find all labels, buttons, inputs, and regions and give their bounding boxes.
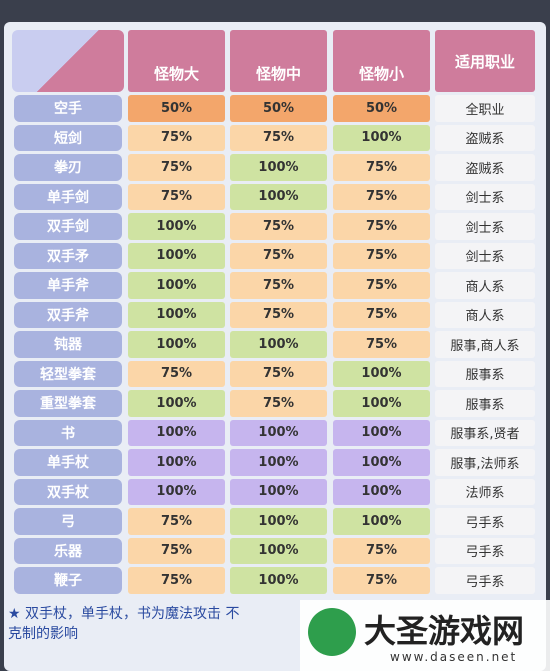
damage-cell: 75% [128, 537, 225, 564]
damage-cell: 100% [128, 213, 225, 240]
damage-cell: 75% [230, 242, 327, 269]
column-header: 适用职业 [435, 30, 535, 92]
damage-cell: 100% [128, 390, 225, 417]
damage-cell: 100% [333, 419, 430, 446]
class-cell: 服事,法师系 [435, 449, 535, 476]
class-cell: 弓手系 [435, 537, 535, 564]
damage-cell: 100% [128, 331, 225, 358]
damage-cell: 75% [230, 124, 327, 151]
class-cell: 弓手系 [435, 567, 535, 594]
class-cell: 服事系 [435, 360, 535, 387]
weapon-name: 轻型拳套 [14, 360, 122, 387]
corner-icon [12, 30, 124, 92]
class-cell: 商人系 [435, 301, 535, 328]
damage-cell: 75% [230, 301, 327, 328]
class-cell: 剑士系 [435, 213, 535, 240]
weapon-name: 书 [14, 419, 122, 446]
weapon-name: 短剑 [14, 124, 122, 151]
damage-cell: 75% [128, 360, 225, 387]
damage-cell: 100% [128, 272, 225, 299]
class-cell: 剑士系 [435, 183, 535, 210]
damage-cell: 75% [230, 390, 327, 417]
footer-note: ★ 双手杖，单手杖，书为魔法攻击 不 克制的影响 [8, 604, 308, 644]
class-cell: 服事系,贤者 [435, 419, 535, 446]
weapon-name: 双手剑 [14, 213, 122, 240]
damage-cell: 75% [230, 360, 327, 387]
watermark: 大圣游戏网 www.daseen.net [300, 600, 550, 671]
damage-cell: 75% [128, 154, 225, 181]
weapon-name: 弓 [14, 508, 122, 535]
watermark-logo [308, 608, 356, 656]
damage-cell: 75% [333, 331, 430, 358]
column-header: 怪物小 [333, 30, 430, 92]
class-cell: 法师系 [435, 478, 535, 505]
damage-cell: 100% [333, 390, 430, 417]
class-cell: 弓手系 [435, 508, 535, 535]
damage-cell: 100% [333, 508, 430, 535]
damage-cell: 100% [333, 478, 430, 505]
weapon-name: 乐器 [14, 537, 122, 564]
watermark-url: www.daseen.net [390, 650, 518, 664]
damage-cell: 75% [128, 124, 225, 151]
class-cell: 剑士系 [435, 242, 535, 269]
damage-cell: 75% [333, 213, 430, 240]
damage-cell: 50% [128, 95, 225, 122]
damage-cell: 100% [128, 301, 225, 328]
damage-cell: 75% [230, 272, 327, 299]
damage-cell: 50% [230, 95, 327, 122]
damage-cell: 75% [333, 567, 430, 594]
damage-cell: 100% [128, 419, 225, 446]
note-text: 双手杖，单手杖，书为魔法攻击 不 [25, 606, 240, 622]
weapon-name: 空手 [14, 95, 122, 122]
note-line: ★ 双手杖，单手杖，书为魔法攻击 不 [8, 606, 240, 622]
damage-cell: 75% [128, 183, 225, 210]
damage-cell: 75% [333, 272, 430, 299]
damage-cell: 100% [128, 478, 225, 505]
column-header: 怪物中 [230, 30, 327, 92]
damage-cell: 100% [230, 537, 327, 564]
class-cell: 服事,商人系 [435, 331, 535, 358]
damage-cell: 100% [128, 449, 225, 476]
damage-cell: 75% [333, 183, 430, 210]
damage-cell: 100% [230, 478, 327, 505]
weapon-name: 钝器 [14, 331, 122, 358]
weapon-name: 单手斧 [14, 272, 122, 299]
damage-cell: 75% [333, 301, 430, 328]
damage-cell: 50% [333, 95, 430, 122]
damage-cell: 100% [333, 360, 430, 387]
damage-cell: 100% [333, 449, 430, 476]
damage-cell: 100% [230, 183, 327, 210]
class-cell: 盗贼系 [435, 154, 535, 181]
class-cell: 盗贼系 [435, 124, 535, 151]
damage-cell: 75% [230, 213, 327, 240]
weapon-name: 双手矛 [14, 242, 122, 269]
class-cell: 服事系 [435, 390, 535, 417]
weapon-name: 单手杖 [14, 449, 122, 476]
damage-cell: 75% [333, 537, 430, 564]
damage-cell: 100% [128, 242, 225, 269]
class-cell: 商人系 [435, 272, 535, 299]
damage-cell: 100% [230, 449, 327, 476]
weapon-name: 重型拳套 [14, 390, 122, 417]
column-header: 怪物大 [128, 30, 225, 92]
weapon-name: 双手杖 [14, 478, 122, 505]
damage-cell: 100% [333, 124, 430, 151]
weapon-name: 鞭子 [14, 567, 122, 594]
damage-cell: 100% [230, 419, 327, 446]
damage-cell: 75% [333, 154, 430, 181]
weapon-name: 拳刃 [14, 154, 122, 181]
damage-cell: 100% [230, 154, 327, 181]
damage-cell: 75% [128, 567, 225, 594]
weapon-name: 双手斧 [14, 301, 122, 328]
damage-cell: 100% [230, 331, 327, 358]
damage-cell: 100% [230, 567, 327, 594]
damage-cell: 75% [128, 508, 225, 535]
note-text: 克制的影响 [8, 626, 78, 642]
damage-cell: 100% [230, 508, 327, 535]
watermark-title: 大圣游戏网 [364, 612, 525, 650]
damage-cell: 75% [333, 242, 430, 269]
class-cell: 全职业 [435, 95, 535, 122]
weapon-name: 单手剑 [14, 183, 122, 210]
